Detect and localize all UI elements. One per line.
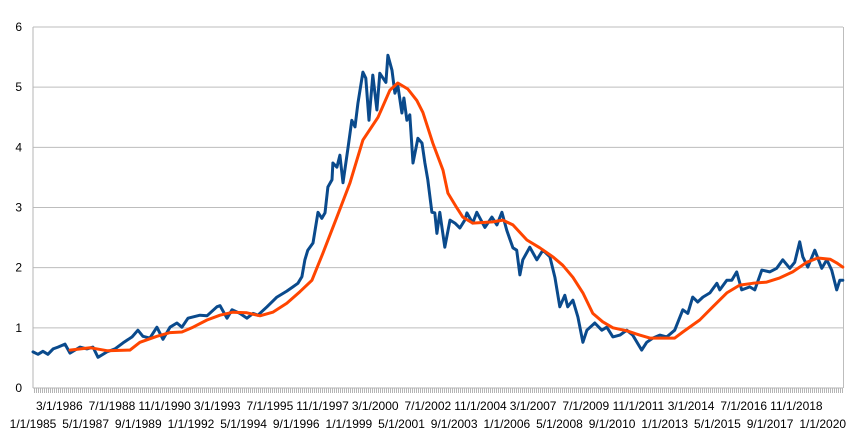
x-tick-label: 11/1/2011 [613, 399, 665, 413]
x-tick-label: 5/1/2015 [694, 417, 741, 431]
gridlines [33, 26, 843, 329]
x-tick-label: 11/1/1997 [296, 399, 349, 413]
y-axis: 0 1 2 3 4 5 6 [15, 20, 22, 395]
x-tick-label: 7/1/2016 [720, 399, 767, 413]
x-tick-label: 1/1/1985 [10, 417, 57, 431]
x-tick-label: 3/1/2014 [668, 399, 715, 413]
x-tick-label: 1/1/2006 [483, 417, 530, 431]
series-line-orange [68, 81, 845, 353]
x-axis: 1/1/1985 3/1/1986 5/1/1987 7/1/1988 9/1/1989… [10, 399, 847, 431]
x-tick-label: 5/1/1994 [220, 417, 267, 431]
y-tick-label: 0 [15, 381, 22, 395]
y-tick-label: 5 [15, 80, 22, 94]
x-tick-label: 7/1/1995 [247, 399, 294, 413]
axes [32, 27, 844, 393]
y-tick-label: 4 [15, 140, 22, 154]
x-tick-label: 1/1/1999 [326, 417, 373, 431]
y-tick-label: 6 [15, 20, 22, 34]
x-tick-label: 5/1/2001 [378, 417, 425, 431]
series-lines [31, 53, 845, 359]
x-tick-label: 7/1/2009 [562, 399, 609, 413]
x-tick-label: 7/1/1988 [89, 399, 136, 413]
y-tick-label: 3 [15, 201, 22, 215]
x-tick-label: 9/1/2003 [431, 417, 478, 431]
y-tick-label: 2 [15, 261, 22, 275]
x-axis-minor-ticks [33, 388, 843, 393]
x-tick-label: 1/1/2013 [641, 417, 688, 431]
x-tick-label: 11/1/2018 [770, 399, 823, 413]
x-tick-label: 9/1/2010 [589, 417, 636, 431]
x-tick-label: 5/1/1987 [62, 417, 109, 431]
series-line-blue [31, 53, 845, 359]
x-tick-label: 5/1/2008 [536, 417, 583, 431]
x-tick-label: 3/1/1993 [194, 399, 241, 413]
y-tick-label: 1 [15, 321, 22, 335]
x-tick-label: 3/1/2000 [352, 399, 399, 413]
x-tick-label: 11/1/1990 [138, 399, 191, 413]
x-tick-label: 1/1/2020 [799, 417, 846, 431]
x-tick-label: 3/1/1986 [36, 399, 83, 413]
x-tick-label: 11/1/2004 [454, 399, 507, 413]
x-tick-label: 9/1/2017 [747, 417, 794, 431]
x-tick-label: 9/1/1989 [115, 417, 162, 431]
x-tick-label: 7/1/2002 [404, 399, 451, 413]
x-tick-label: 1/1/1992 [168, 417, 215, 431]
x-tick-label: 3/1/2007 [510, 399, 557, 413]
x-tick-label: 9/1/1996 [273, 417, 320, 431]
